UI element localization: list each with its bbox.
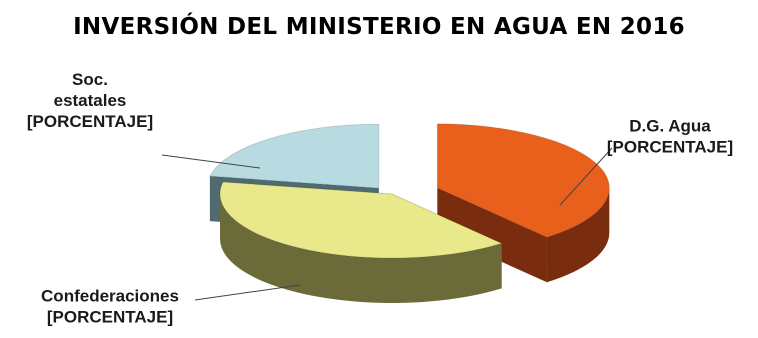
slices-layer bbox=[209, 123, 610, 304]
leader-line-soc-estatales bbox=[161, 154, 261, 169]
leader-line-confederaciones bbox=[194, 284, 301, 301]
leader-line-d-g-agua bbox=[559, 147, 613, 206]
label-confederaciones-value: [PORCENTAJE] bbox=[47, 308, 173, 327]
slice-confederaciones bbox=[219, 181, 504, 304]
label-soc-estatales-value: [PORCENTAJE] bbox=[27, 112, 153, 131]
slice-d-g-agua bbox=[436, 123, 610, 283]
label-confederaciones-name: Confederaciones bbox=[41, 287, 179, 306]
leader-lines-layer bbox=[161, 147, 613, 301]
slice-side-d-g-agua bbox=[546, 187, 610, 283]
slice-side-confederaciones bbox=[220, 194, 502, 304]
label-soc-estatales-name: estatales bbox=[54, 91, 127, 110]
label-d-g-agua-value: [PORCENTAJE] bbox=[607, 138, 733, 157]
labels-layer: D.G. Agua [PORCENTAJE] Confederaciones [POR… bbox=[27, 70, 733, 327]
slice-top-d-g-agua bbox=[436, 123, 610, 238]
slice-wall-d-g-agua bbox=[437, 187, 547, 283]
slice-top-confederaciones bbox=[219, 181, 504, 259]
label-soc-estatales-name: Soc. bbox=[72, 70, 108, 89]
chart-title: INVERSIÓN DEL MINISTERIO EN AGUA EN 2016 bbox=[73, 14, 685, 40]
label-d-g-agua-name: D.G. Agua bbox=[629, 117, 711, 136]
slice-top-soc-estatales bbox=[209, 123, 380, 189]
